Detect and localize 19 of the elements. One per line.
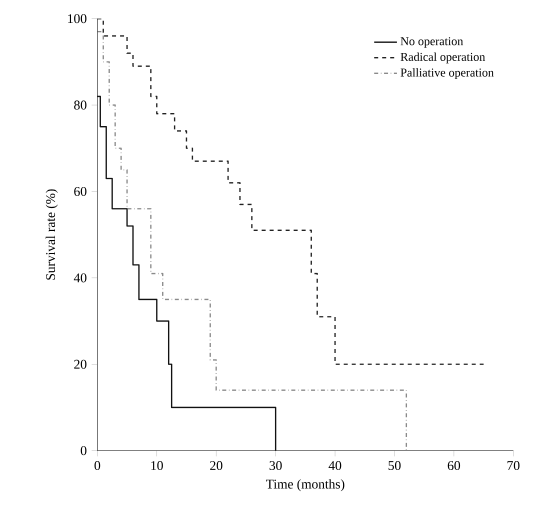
x-tick-label: 30 bbox=[270, 461, 282, 470]
y-tick-label: 40 bbox=[74, 273, 86, 282]
legend-label: No operation bbox=[400, 37, 464, 48]
x-tick-label: 20 bbox=[210, 461, 222, 470]
x-tick-label: 50 bbox=[388, 461, 401, 470]
y-axis-title: Survival rate (%) bbox=[46, 189, 58, 280]
x-tick-label: 40 bbox=[328, 461, 342, 470]
y-tick-label: 100 bbox=[68, 14, 86, 24]
y-tick-label: 0 bbox=[80, 446, 86, 456]
x-tick-label: 10 bbox=[151, 461, 163, 470]
x-tick-label: 0 bbox=[94, 461, 100, 470]
legend-label: Radical operation bbox=[400, 52, 486, 64]
x-axis-title: Time (months) bbox=[266, 479, 344, 492]
x-tick-label: 60 bbox=[448, 461, 460, 470]
y-tick-label: 80 bbox=[74, 100, 86, 110]
y-tick-label: 60 bbox=[74, 186, 86, 196]
legend-label: Palliative operation bbox=[400, 68, 494, 80]
y-tick-label: 20 bbox=[74, 360, 86, 369]
x-tick-label: 70 bbox=[508, 461, 520, 470]
